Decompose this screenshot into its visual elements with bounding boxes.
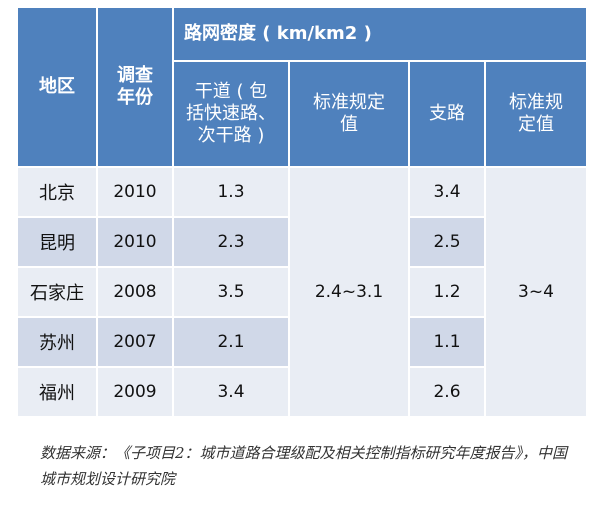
trunk-density-cell: 2.3 [217,232,245,252]
header-standard-value-trunk: 标准规定 值 [290,62,408,166]
region-cell: 石家庄 [30,283,84,304]
header-survey-year: 调查 年份 [98,8,172,166]
region-cell: 苏州 [39,333,75,354]
standard-value-trunk-cell: 2.4~3.1 [290,168,408,416]
branch-density-cell: 2.6 [433,382,461,402]
year-cell: 2010 [113,182,157,202]
trunk-density-cell: 3.4 [217,382,245,402]
header-region: 地区 [18,8,96,166]
branch-density-cell: 2.5 [433,232,461,252]
region-cell: 福州 [39,383,75,404]
branch-density-cell: 3.4 [433,182,461,202]
year-cell: 2010 [113,232,157,252]
trunk-density-cell: 2.1 [217,332,245,352]
header-standard-value-branch: 标准规 定值 [486,62,586,166]
header-branch-road: 支路 [410,62,484,166]
header-trunk-road: 干道 ( 包 括快速路、 次干路 ) [174,62,288,166]
header-road-density: 路网密度 ( km/km2 ) [174,8,586,60]
data-source-note: 数据来源：《子项目2：城市道路合理级配及相关控制指标研究年度报告》，中国城市规划… [40,444,568,488]
region-cell: 昆明 [39,233,75,254]
table-row: 北京 2010 1.3 2.4~3.1 3.4 3~4 [18,168,586,416]
year-cell: 2007 [113,332,157,352]
branch-density-cell: 1.2 [433,282,461,302]
road-density-table: 地区 调查 年份 路网密度 ( km/km2 ) 干道 ( 包 括快速路、 次干… [16,6,588,418]
trunk-density-cell: 3.5 [217,282,245,302]
branch-density-cell: 1.1 [433,332,461,352]
trunk-density-cell: 1.3 [217,182,245,202]
region-cell: 北京 [39,183,75,204]
year-cell: 2008 [113,282,157,302]
standard-value-branch-cell: 3~4 [486,168,586,416]
year-cell: 2009 [113,382,157,402]
